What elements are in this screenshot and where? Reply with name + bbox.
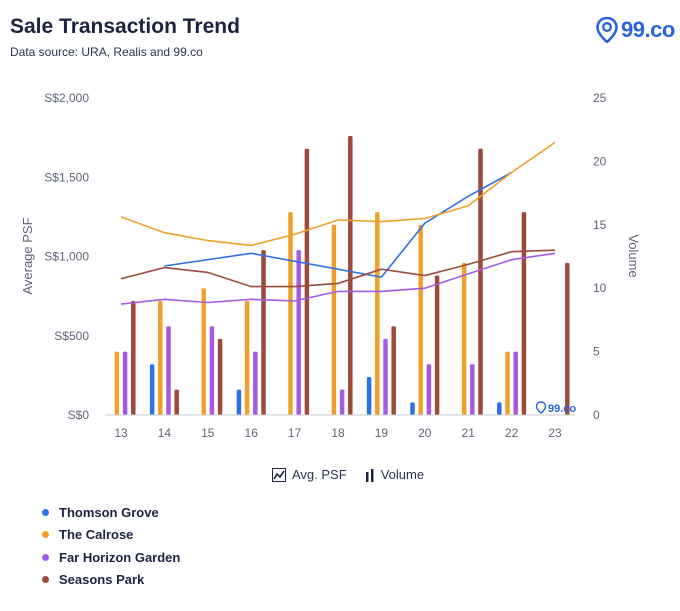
location-pin-icon <box>535 401 547 414</box>
y-right-tick-label: 20 <box>593 154 607 168</box>
volume-bar[interactable] <box>253 351 258 415</box>
volume-bar[interactable] <box>426 364 432 415</box>
y-left-tick-label: S$2,000 <box>44 91 89 105</box>
x-tick-label: 17 <box>288 426 302 440</box>
x-tick-label: 15 <box>201 426 215 440</box>
volume-bar[interactable] <box>201 288 206 415</box>
volume-bar[interactable] <box>261 250 266 415</box>
volume-bar[interactable] <box>348 136 353 416</box>
series-legend-label: Seasons Park <box>59 572 145 588</box>
line-chart-icon <box>272 467 286 482</box>
y-axis-left-title: Average PSF <box>20 217 35 294</box>
volume-bar[interactable] <box>114 351 120 415</box>
x-axis: 13 14 15 16 17 18 19 20 21 22 23 <box>114 426 562 440</box>
volume-bar[interactable] <box>383 338 388 415</box>
volume-bar[interactable] <box>296 250 301 415</box>
chart-subtitle: Data source: URA, Realis and 99.co <box>10 45 203 59</box>
volume-bar[interactable] <box>217 338 223 415</box>
chart-title: Sale Transaction Trend <box>10 15 240 38</box>
volume-bar[interactable] <box>565 262 570 415</box>
volume-bar[interactable] <box>166 326 171 415</box>
y-left-tick-label: S$0 <box>68 408 90 422</box>
y-right-tick-label: 15 <box>593 218 607 232</box>
x-tick-label: 21 <box>462 426 476 440</box>
avg-psf-line[interactable] <box>120 141 556 247</box>
legend-avg-psf-label: Avg. PSF <box>292 467 347 482</box>
volume-bars <box>114 136 570 416</box>
y-left-tick-label: S$500 <box>54 329 89 343</box>
x-tick-label: 20 <box>418 426 432 440</box>
volume-bar[interactable] <box>288 212 293 415</box>
volume-bar[interactable] <box>410 402 415 415</box>
volume-bar[interactable] <box>122 351 128 415</box>
y-right-tick-label: 5 <box>593 345 600 359</box>
volume-bar[interactable] <box>505 351 510 415</box>
volume-bar[interactable] <box>521 212 527 415</box>
volume-bar[interactable] <box>513 351 518 415</box>
y-right-tick-label: 25 <box>593 91 607 105</box>
y-axis-right: 0 5 10 15 20 25 <box>593 91 607 422</box>
series-legend-item[interactable]: Far Horizon Garden <box>42 546 180 569</box>
volume-bar[interactable] <box>434 275 440 415</box>
volume-bar[interactable] <box>478 148 483 415</box>
series-color-dot-icon <box>42 508 49 516</box>
y-right-tick-label: 10 <box>593 281 607 295</box>
y-left-tick-label: S$1,500 <box>44 170 89 184</box>
avg-psf-lines <box>120 141 556 305</box>
series-legend-label: Far Horizon Garden <box>59 549 181 565</box>
volume-bar[interactable] <box>339 389 345 415</box>
y-axis-left: S$0 S$500 S$1,000 S$1,500 S$2,000 <box>44 91 89 422</box>
series-legend-label: Thomson Grove <box>59 504 159 520</box>
legend-avg-psf[interactable]: Avg. PSF <box>272 467 347 482</box>
volume-bar[interactable] <box>418 224 423 415</box>
series-legend: Thomson Grove The Calrose Far Horizon Gard… <box>42 501 180 591</box>
chart-plot: S$0 S$500 S$1,000 S$1,500 S$2,000 0 5 10 15 20 25… <box>20 91 641 440</box>
volume-bar[interactable] <box>209 326 215 415</box>
volume-bar[interactable] <box>158 300 163 415</box>
volume-bar[interactable] <box>391 326 396 415</box>
volume-bar[interactable] <box>304 148 310 415</box>
brand-logo-text: 99.co <box>621 17 675 42</box>
volume-bar[interactable] <box>366 376 372 415</box>
volume-bar[interactable] <box>497 402 502 415</box>
x-tick-label: 23 <box>548 426 562 440</box>
volume-bar[interactable] <box>131 300 136 415</box>
series-color-dot-icon <box>42 576 49 584</box>
y-left-tick-label: S$1,000 <box>44 250 89 264</box>
volume-bar[interactable] <box>174 389 179 415</box>
watermark-text: 99.co <box>548 403 576 415</box>
legend-volume-label: Volume <box>380 467 425 482</box>
volume-bar[interactable] <box>244 300 250 415</box>
volume-bar[interactable] <box>375 212 380 415</box>
series-legend-item[interactable]: Thomson Grove <box>42 501 180 524</box>
series-legend-item[interactable]: The Calrose <box>42 524 180 547</box>
series-legend-item[interactable]: Seasons Park <box>42 569 180 592</box>
x-tick-label: 18 <box>331 426 345 440</box>
x-tick-label: 19 <box>375 426 389 440</box>
volume-bar[interactable] <box>470 364 475 415</box>
x-tick-label: 14 <box>158 426 172 440</box>
location-pin-icon <box>596 17 618 43</box>
avg-psf-line[interactable] <box>120 249 556 288</box>
x-tick-label: 22 <box>505 426 519 440</box>
y-axis-right-title: Volume <box>626 234 641 277</box>
volume-bar[interactable] <box>149 364 155 415</box>
avg-psf-line[interactable] <box>120 252 556 305</box>
volume-bar[interactable] <box>461 262 467 415</box>
volume-bar[interactable] <box>331 224 337 415</box>
bar-chart-icon <box>365 468 374 482</box>
legend-volume[interactable]: Volume <box>365 467 424 482</box>
avg-psf-line[interactable] <box>164 171 512 278</box>
brand-logo: 99.co <box>596 16 675 44</box>
series-legend-label: The Calrose <box>59 527 134 543</box>
volume-bar[interactable] <box>236 389 242 415</box>
chart-watermark: 99.co <box>535 401 576 415</box>
series-color-dot-icon <box>42 531 49 539</box>
x-tick-label: 16 <box>245 426 259 440</box>
x-tick-label: 13 <box>114 426 128 440</box>
y-right-tick-label: 0 <box>593 408 600 422</box>
chart-type-legend: Avg. PSF Volume <box>272 467 442 482</box>
series-color-dot-icon <box>42 553 49 561</box>
